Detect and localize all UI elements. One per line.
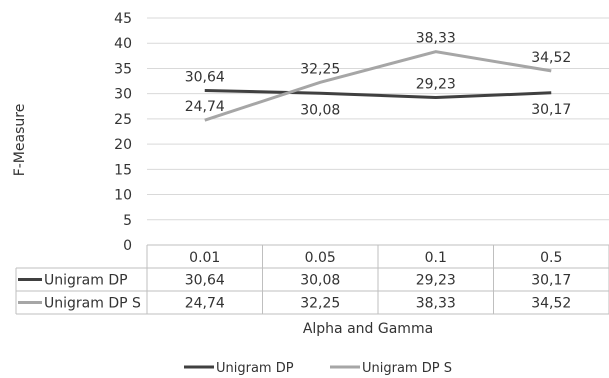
table-cell: 30,17 bbox=[531, 273, 571, 289]
x-category-label: 0.5 bbox=[540, 250, 562, 266]
y-tick-label: 20 bbox=[114, 137, 132, 153]
x-category-label: 0.01 bbox=[189, 250, 220, 266]
y-tick-label: 45 bbox=[114, 11, 132, 27]
legend-label: Unigram DP bbox=[216, 361, 294, 376]
table-cell: 32,25 bbox=[300, 296, 340, 312]
series-lines bbox=[204, 50, 552, 122]
data-label: 30,17 bbox=[531, 102, 571, 118]
table-cell: 34,52 bbox=[531, 296, 571, 312]
data-labels: 30,64 24,74 30,08 32,25 29,23 38,33 30,17 34,52 bbox=[185, 31, 572, 119]
y-tick-label: 5 bbox=[123, 213, 132, 229]
series-line-1 bbox=[204, 88, 552, 100]
x-category-label: 0.05 bbox=[305, 250, 336, 266]
y-tick-label: 10 bbox=[114, 188, 132, 204]
table-cell: 24,74 bbox=[185, 296, 225, 312]
series-line-2 bbox=[204, 50, 552, 122]
legend: Unigram DP Unigram DP S bbox=[184, 361, 452, 376]
data-label: 30,64 bbox=[185, 69, 225, 85]
x-category-label: 0.1 bbox=[425, 250, 447, 266]
table-cell: 38,33 bbox=[416, 296, 456, 312]
y-tick-label: 25 bbox=[114, 112, 132, 128]
table-series-name: Unigram DP S bbox=[44, 296, 141, 312]
table-cell: 29,23 bbox=[416, 273, 456, 289]
table-cell: 30,08 bbox=[300, 273, 340, 289]
data-table: 0.01 0.05 0.1 0.5 Unigram DP 30,64 30,08 29,23 3… bbox=[15, 244, 609, 315]
y-axis-title: F-Measure bbox=[12, 104, 28, 177]
y-tick-label: 40 bbox=[114, 36, 132, 52]
table-series-name: Unigram DP bbox=[44, 273, 128, 289]
data-label: 38,33 bbox=[416, 31, 456, 47]
y-axis-ticks: 0 5 10 15 20 25 30 35 40 45 bbox=[114, 11, 132, 254]
data-label: 32,25 bbox=[300, 61, 340, 77]
data-label: 30,08 bbox=[300, 102, 340, 118]
data-label: 34,52 bbox=[531, 50, 571, 66]
y-tick-label: 30 bbox=[114, 87, 132, 103]
y-tick-label: 0 bbox=[123, 238, 132, 254]
legend-label: Unigram DP S bbox=[362, 361, 452, 376]
x-axis-title: Alpha and Gamma bbox=[303, 321, 433, 337]
y-tick-label: 35 bbox=[114, 61, 132, 77]
gridlines bbox=[147, 17, 609, 246]
data-label: 24,74 bbox=[185, 99, 225, 115]
y-tick-label: 15 bbox=[114, 162, 132, 178]
data-label: 29,23 bbox=[416, 77, 456, 93]
table-cell: 30,64 bbox=[185, 273, 225, 289]
